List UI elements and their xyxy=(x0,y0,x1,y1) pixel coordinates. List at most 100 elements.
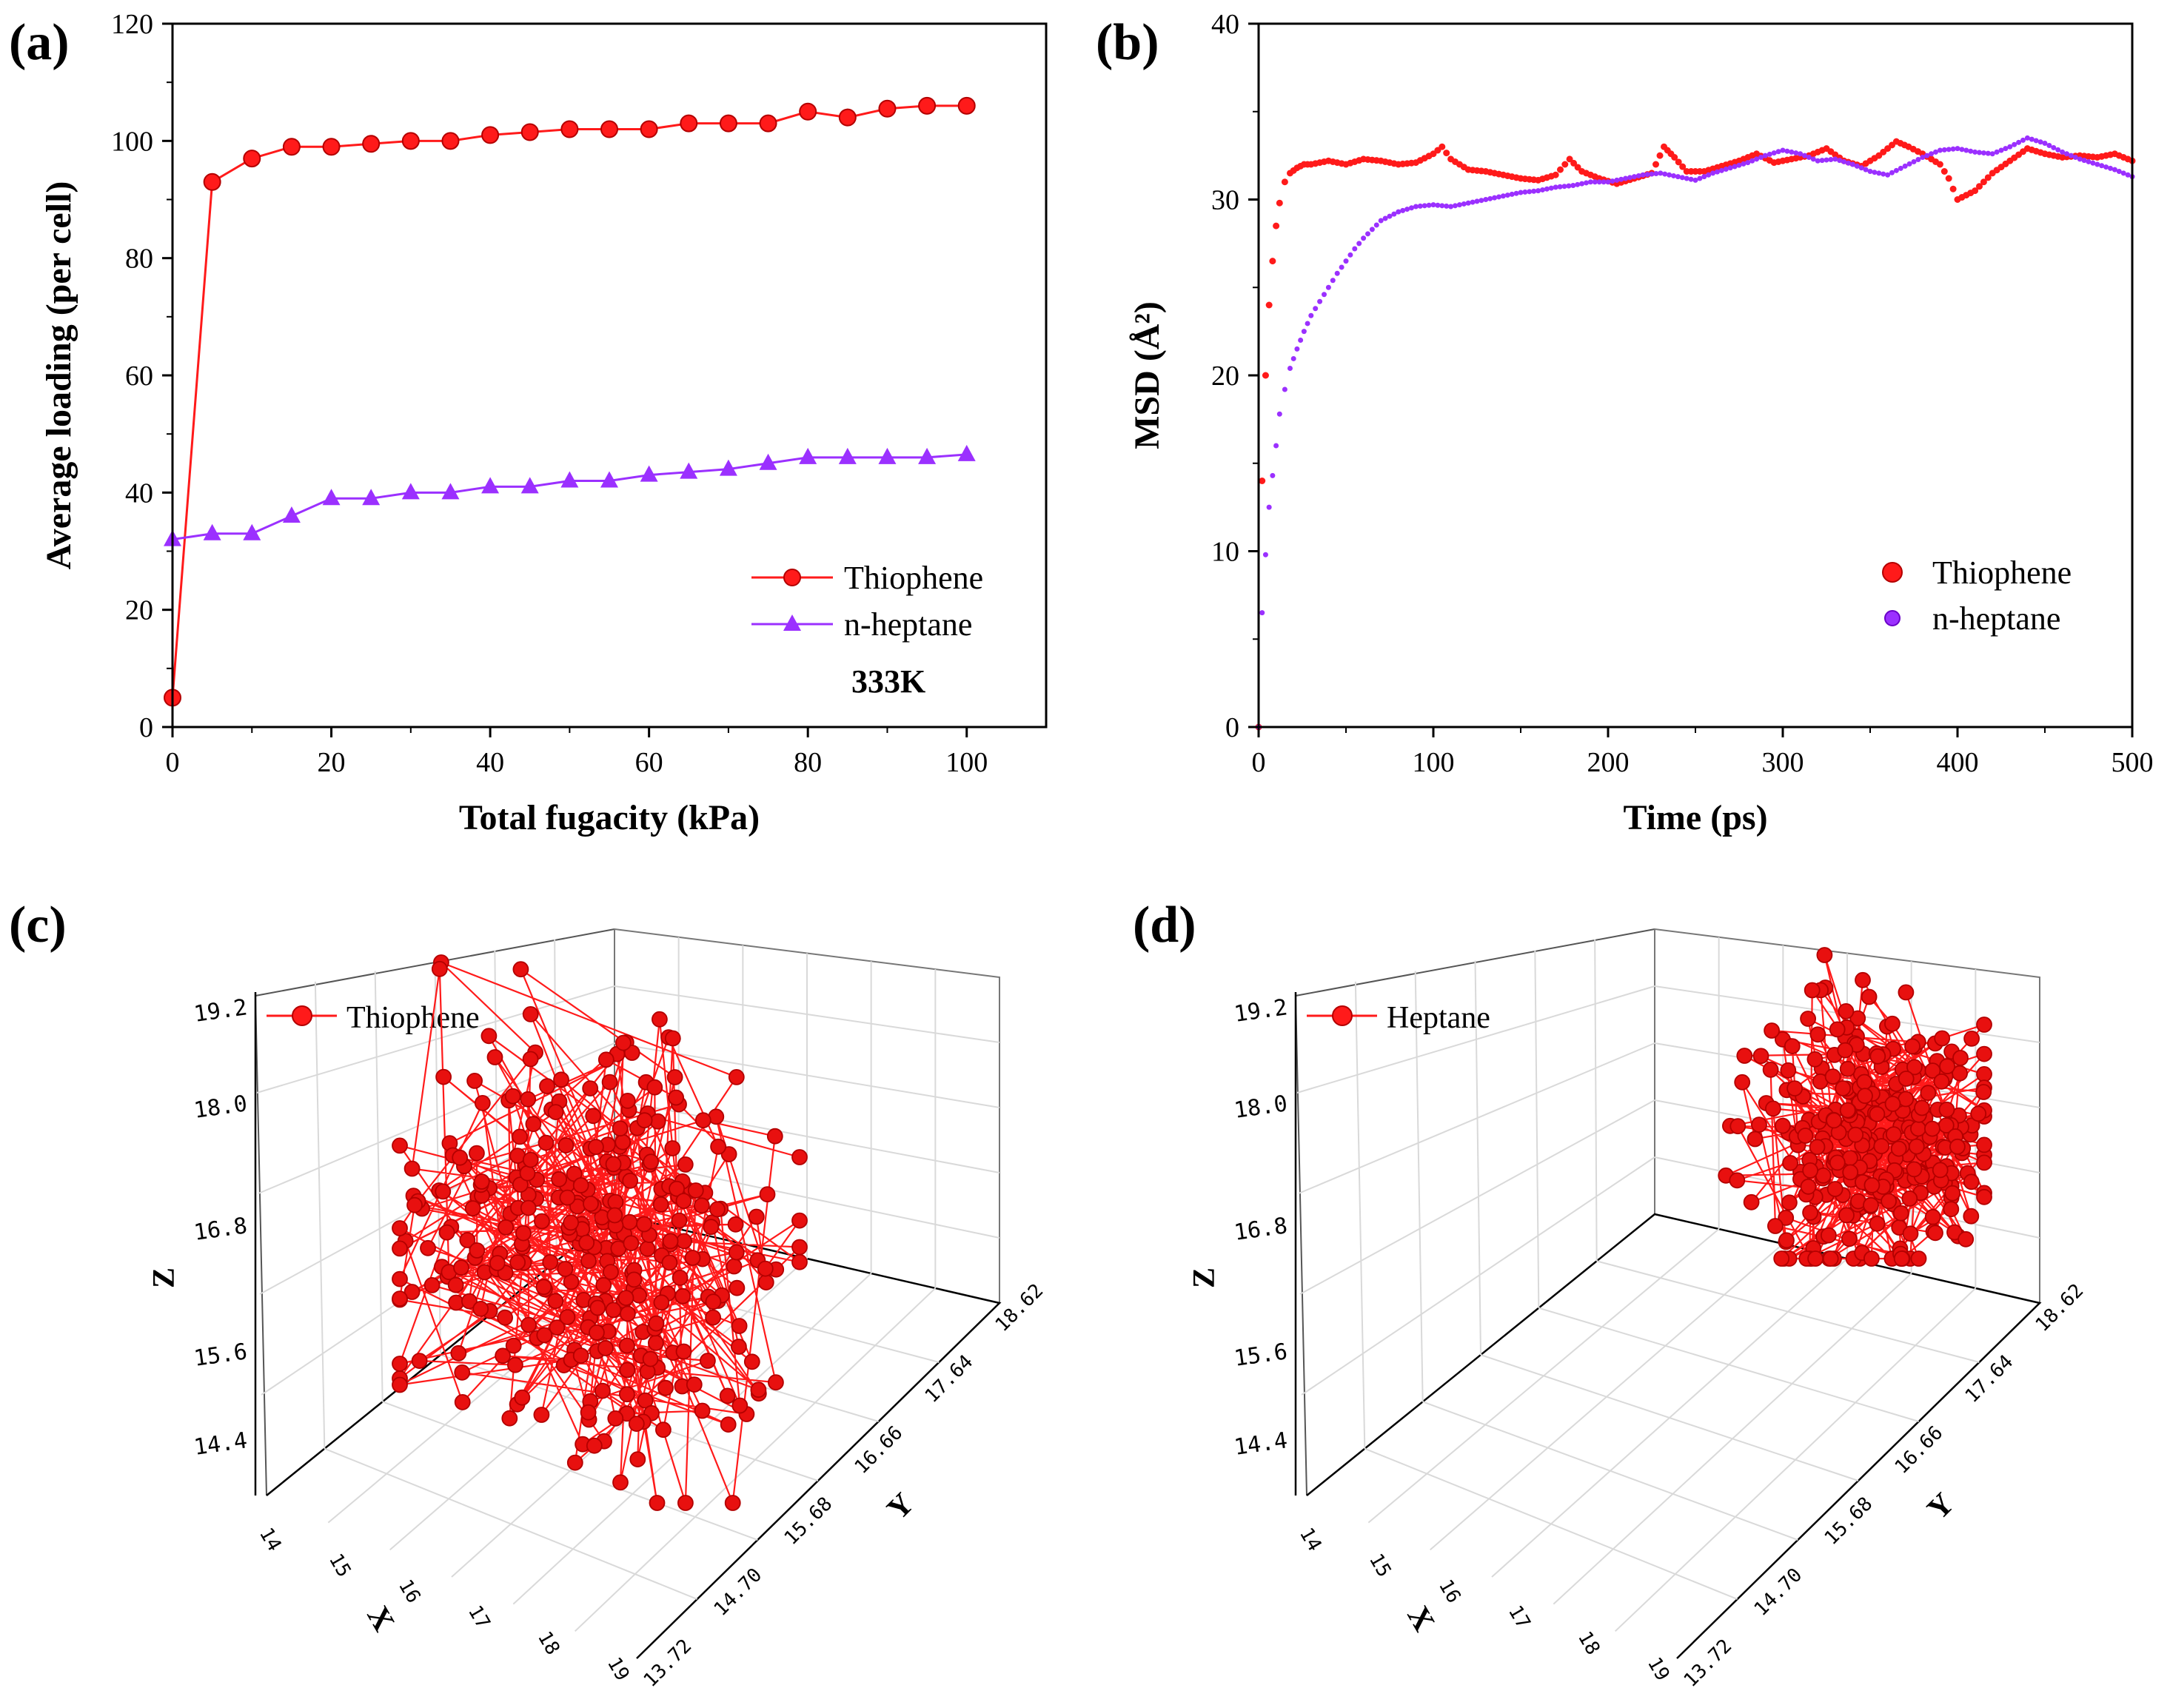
chart-c-point xyxy=(643,1153,660,1171)
chart-a-point-nheptane xyxy=(759,453,777,470)
chart-b-point-thiophene xyxy=(1679,163,1687,170)
chart-b-point-nheptane xyxy=(2072,155,2078,160)
chart-b-point-thiophene xyxy=(1984,174,1992,181)
chart-b-point-nheptane xyxy=(1356,241,1362,247)
chart-d-point xyxy=(1838,1003,1855,1019)
chart-c-point xyxy=(637,1392,654,1409)
chart-b-point-nheptane xyxy=(1810,156,1816,162)
chart-b-point-nheptane xyxy=(1461,201,1467,207)
chart-c-point xyxy=(542,1253,559,1270)
chart-c-point xyxy=(403,1284,421,1300)
chart-a-point-nheptane xyxy=(719,459,737,476)
chart-b-point-nheptane xyxy=(1819,158,1825,164)
chart-b-point-nheptane xyxy=(1929,151,1935,157)
chart-b-point-nheptane xyxy=(1715,169,1720,175)
chart-b-ytick-label: 30 xyxy=(1211,185,1239,216)
chart-c-point xyxy=(731,1397,749,1414)
chart-d-ztick-label: 18.0 xyxy=(1233,1091,1289,1124)
chart-b-point-nheptane xyxy=(1605,179,1611,185)
chart-c-point xyxy=(520,1316,537,1333)
chart-b-point-nheptane xyxy=(1453,203,1458,209)
chart-b-point-nheptane xyxy=(2086,158,2092,164)
chart-b-point-thiophene xyxy=(1561,161,1569,168)
chart-b-point-nheptane xyxy=(1448,204,1454,210)
chart-b-point-nheptane xyxy=(2016,139,2022,145)
chart-d-point xyxy=(1939,1058,1956,1075)
chart-c-point xyxy=(392,1240,408,1257)
chart-d-point xyxy=(1869,1048,1886,1065)
chart-b-point-nheptane xyxy=(1614,177,1620,183)
chart-c-point xyxy=(621,1213,638,1230)
chart-c-grid-line xyxy=(614,985,1000,1043)
chart-b-point-nheptane xyxy=(1749,158,1755,164)
chart-b-point-nheptane xyxy=(1404,207,1410,212)
chart-b-point-nheptane xyxy=(1941,147,1947,153)
chart-c-point xyxy=(748,1208,765,1225)
chart-b-point-nheptane xyxy=(1846,160,1851,166)
chart-d-grid-line xyxy=(1414,971,1424,1402)
chart-c-point xyxy=(620,1305,636,1322)
chart-b-point-nheptane xyxy=(1701,174,1707,180)
chart-c-point xyxy=(622,1172,639,1189)
chart-c-point xyxy=(514,1389,531,1406)
chart-d-point xyxy=(1797,1128,1814,1144)
chart-c-point xyxy=(768,1374,784,1391)
chart-c-point xyxy=(435,1183,452,1200)
chart-b-point-nheptane xyxy=(1273,443,1279,449)
chart-b-point-nheptane xyxy=(1308,312,1314,318)
chart-c-point xyxy=(469,1242,486,1259)
chart-d-point xyxy=(1909,1120,1926,1137)
chart-d-point xyxy=(1863,1196,1879,1213)
chart-b-point-nheptane xyxy=(1417,203,1423,209)
chart-b-point-nheptane xyxy=(1867,169,1873,174)
chart-d-xtick-label: 18 xyxy=(1573,1628,1604,1659)
chart-b-point-nheptane xyxy=(1754,156,1760,162)
chart-c-point xyxy=(615,1034,632,1051)
chart-a-point-thiophene xyxy=(759,114,777,133)
chart-b-point-thiophene xyxy=(1940,168,1948,175)
chart-d-point xyxy=(1932,1162,1949,1179)
chart-b-point-nheptane xyxy=(1671,173,1676,178)
chart-a-point-thiophene xyxy=(203,173,221,191)
chart-a-point-thiophene xyxy=(560,120,579,138)
chart-b-point-nheptane xyxy=(1798,151,1804,157)
chart-c-point xyxy=(538,1134,555,1151)
chart-d-point xyxy=(1906,1059,1923,1076)
chart-c-point xyxy=(649,1113,666,1130)
chart-a-point-thiophene xyxy=(520,123,539,141)
chart-d-ytick-label: 14.70 xyxy=(1750,1564,1807,1621)
chart-b-point-thiophene xyxy=(1552,171,1559,178)
chart-b-point-nheptane xyxy=(1832,156,1838,162)
chart-b-xtick-label: 400 xyxy=(1937,747,1979,778)
chart-c-point xyxy=(557,1261,574,1277)
chart-b-point-nheptane xyxy=(1968,148,1974,154)
chart-c-legend-label: Thiophene xyxy=(346,1001,480,1035)
chart-b-point-nheptane xyxy=(1444,203,1450,209)
chart-c-point xyxy=(551,1171,567,1188)
chart-c-point xyxy=(623,1235,640,1252)
chart-b-point-thiophene xyxy=(1262,372,1269,379)
chart-c-point xyxy=(757,1260,774,1277)
chart-b-point-nheptane xyxy=(1706,172,1712,178)
chart-b-point-nheptane xyxy=(1400,207,1406,213)
chart-d-zlabel: Z xyxy=(1188,1267,1222,1288)
chart-c-point xyxy=(791,1239,808,1256)
chart-d-point xyxy=(1841,1230,1858,1247)
chart-b-point-nheptane xyxy=(1762,153,1768,158)
chart-b-point-nheptane xyxy=(2120,170,2126,176)
chart-d-point xyxy=(1976,1066,1992,1082)
chart-b-point-nheptane xyxy=(1937,147,1943,153)
chart-c-point xyxy=(791,1253,808,1270)
chart-d-point xyxy=(1786,1080,1804,1096)
chart-c-point xyxy=(642,1350,659,1367)
chart-c-ytick-label: 16.66 xyxy=(851,1421,908,1478)
chart-b-point-nheptane xyxy=(2108,165,2113,171)
chart-b-point-nheptane xyxy=(1294,346,1300,352)
chart-c-point xyxy=(505,1337,522,1354)
chart-b-point-nheptane xyxy=(2077,156,2083,162)
chart-b-point-nheptane xyxy=(1635,173,1641,178)
chart-c-point xyxy=(473,1173,490,1190)
chart-c-point xyxy=(615,1133,632,1151)
chart-c-point xyxy=(509,1254,526,1270)
chart-d-point xyxy=(1883,1015,1901,1032)
